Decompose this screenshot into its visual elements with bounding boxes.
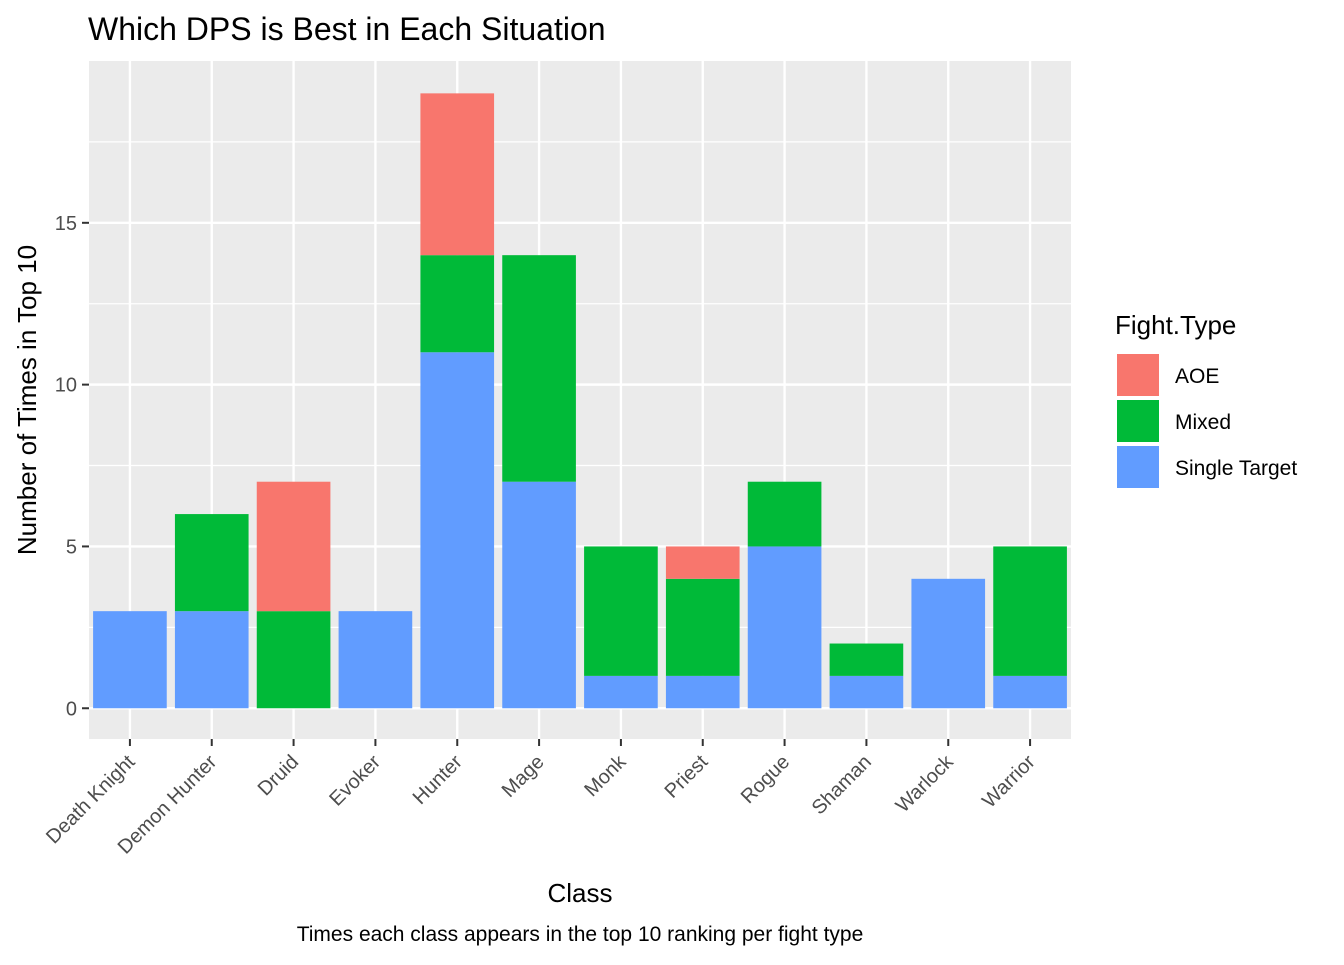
bar-segment	[665, 675, 740, 709]
y-tick-label: 10	[55, 375, 77, 397]
y-tick-label: 15	[55, 213, 77, 235]
bar-segment	[747, 481, 822, 547]
bar-segment	[93, 611, 167, 709]
bar-segment	[993, 675, 1067, 709]
x-axis-title: Class	[547, 878, 612, 908]
bars-layer	[93, 93, 1067, 709]
x-tick-label: Mage	[498, 751, 549, 802]
x-tick-label: Druid	[254, 751, 303, 800]
x-tick-label: Hunter	[409, 751, 467, 809]
x-tick-label: Warrior	[978, 751, 1040, 813]
x-tick-label: Rogue	[737, 751, 794, 808]
bar-segment	[665, 546, 740, 579]
bar-segment	[665, 578, 740, 676]
legend-title: Fight.Type	[1115, 310, 1236, 340]
y-tick-label: 0	[66, 698, 77, 720]
bar-segment	[829, 675, 904, 709]
legend-items: AOE Mixed Single Target	[1117, 354, 1297, 488]
bar-segment	[993, 546, 1067, 676]
bar-segment	[256, 481, 331, 612]
bar-segment	[420, 255, 495, 353]
y-tick-label: 5	[66, 536, 77, 558]
bar-segment	[584, 675, 658, 709]
bar-segment	[338, 611, 413, 709]
bar-segment	[420, 352, 495, 709]
bar-segment	[502, 481, 576, 709]
chart-caption: Times each class appears in the top 10 r…	[297, 923, 864, 946]
x-tick-label: Evoker	[325, 751, 385, 811]
bar-segment	[584, 546, 658, 676]
legend: Fight.Type AOE Mixed Single Target	[1115, 310, 1297, 488]
bar-segment	[829, 643, 904, 676]
legend-swatch	[1117, 400, 1159, 442]
x-tick-label: Monk	[580, 750, 631, 801]
legend-label: AOE	[1175, 365, 1219, 388]
bar-segment	[911, 578, 986, 709]
x-tick-label: Warlock	[892, 750, 959, 817]
legend-label: Mixed	[1175, 411, 1231, 434]
bar-segment	[747, 546, 822, 709]
x-tick-label: Priest	[661, 751, 713, 803]
bar-segment	[174, 611, 249, 709]
y-axis-title: Number of Times in Top 10	[12, 245, 42, 555]
legend-swatch	[1117, 354, 1159, 396]
bar-segment	[502, 255, 576, 482]
bar-segment	[420, 93, 495, 256]
plot-panel	[89, 61, 1071, 739]
chart-title: Which DPS is Best in Each Situation	[88, 11, 606, 47]
legend-swatch	[1117, 446, 1159, 488]
legend-label: Single Target	[1175, 457, 1297, 480]
bar-segment	[256, 611, 331, 709]
x-tick-label: Shaman	[808, 751, 876, 819]
bar-segment	[174, 514, 249, 612]
